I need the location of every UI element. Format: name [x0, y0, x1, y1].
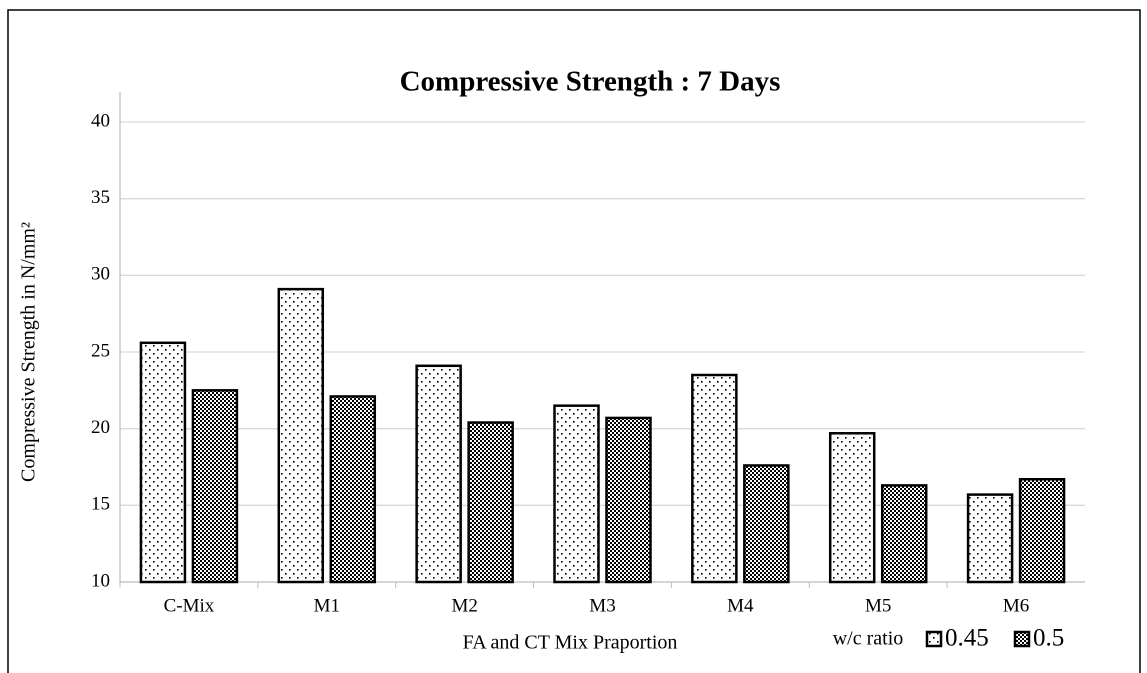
bar: [691, 373, 738, 584]
bar: [605, 416, 652, 584]
bar: [415, 364, 462, 584]
bar: [139, 341, 187, 584]
y-tick-label: 35: [91, 187, 110, 208]
legend-title: w/c ratio: [833, 628, 904, 650]
x-tick-label: M1: [314, 595, 340, 616]
bar: [467, 421, 514, 584]
x-tick-label: M2: [451, 595, 477, 616]
legend-label: 0.45: [945, 625, 989, 652]
chart-title: Compressive Strength : 7 Days: [400, 66, 781, 98]
y-axis-title: Compressive Strength in N/mm²: [18, 222, 40, 482]
y-tick-label: 20: [91, 417, 110, 438]
bar: [880, 484, 928, 584]
y-tick-label: 40: [91, 110, 110, 131]
y-tick-label: 10: [91, 570, 110, 591]
x-tick-label: M5: [865, 595, 891, 616]
bar: [828, 432, 876, 584]
x-tick-label: M4: [727, 595, 754, 616]
legend-swatch: [1013, 630, 1031, 648]
bar: [191, 389, 239, 584]
y-tick-label: 15: [91, 494, 110, 515]
bar: [329, 395, 377, 584]
legend-label: 0.5: [1033, 625, 1064, 652]
y-tick-label: 25: [91, 340, 110, 361]
bar: [743, 464, 790, 584]
x-axis-title: FA and CT Mix Praportion: [463, 632, 678, 654]
x-tick-label: M3: [589, 595, 615, 616]
x-tick-label: M6: [1003, 595, 1029, 616]
bar: [966, 493, 1014, 584]
bar: [553, 404, 600, 584]
frame: [7, 9, 1141, 673]
bar: [277, 287, 325, 584]
y-tick-label: 30: [91, 264, 110, 285]
legend-swatch: [925, 630, 943, 648]
x-tick-label: C-Mix: [164, 595, 215, 616]
bar: [1018, 478, 1066, 584]
